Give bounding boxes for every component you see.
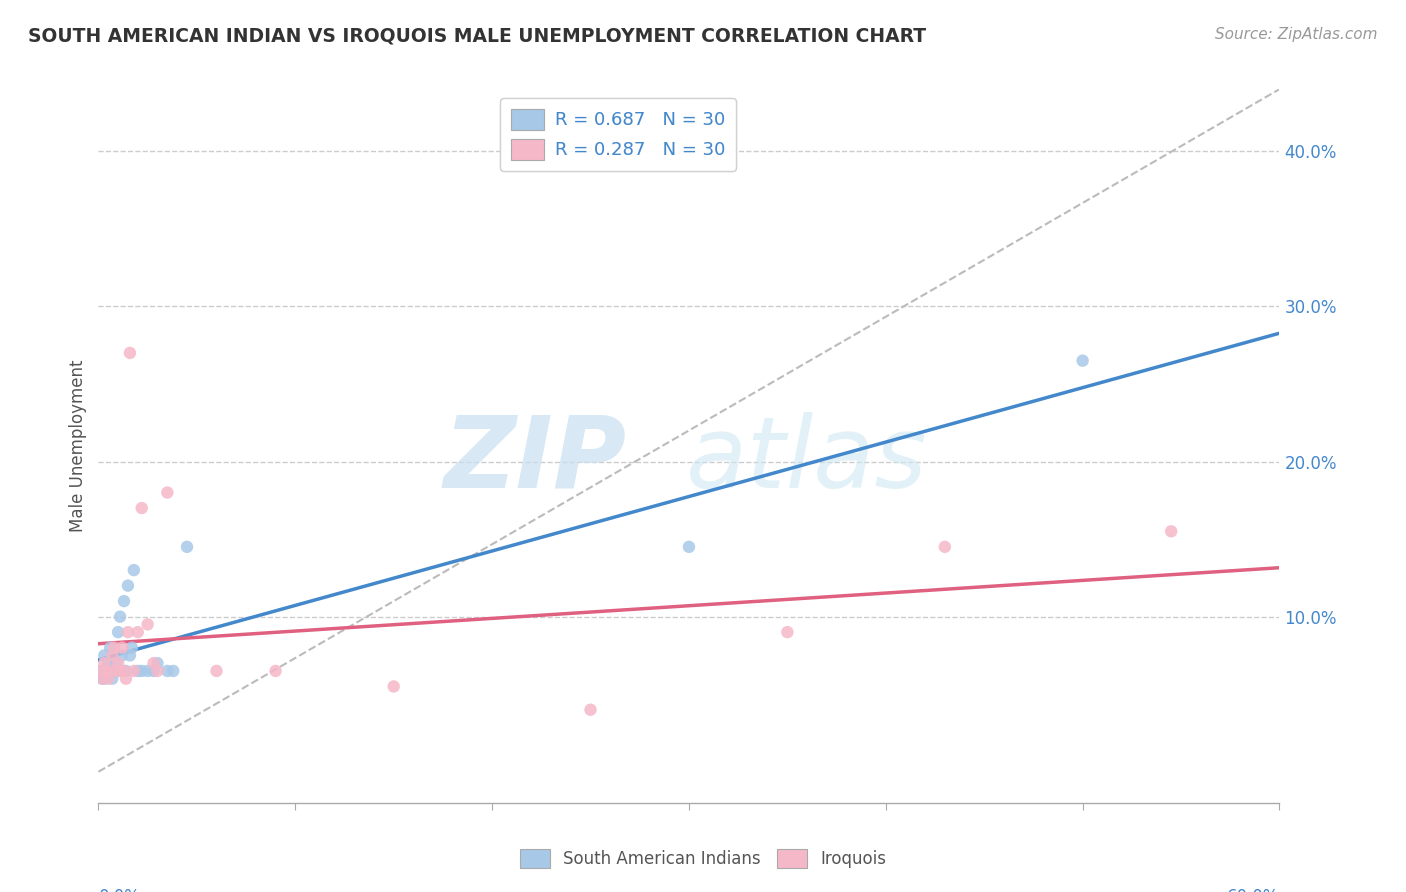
Point	[96, 664, 118, 678]
Point	[107, 664, 129, 678]
Point	[776, 625, 799, 640]
Point	[97, 656, 120, 670]
Text: atlas: atlas	[686, 412, 928, 508]
Point	[91, 672, 114, 686]
Point	[89, 664, 111, 678]
Point	[108, 664, 131, 678]
Point	[111, 640, 134, 655]
Point	[93, 648, 115, 663]
Point	[146, 664, 169, 678]
Point	[934, 540, 956, 554]
Point	[98, 640, 121, 655]
Legend: South American Indians, Iroquois: South American Indians, Iroquois	[513, 842, 893, 875]
Point	[91, 672, 114, 686]
Point	[678, 540, 700, 554]
Point	[117, 579, 139, 593]
Point	[162, 664, 184, 678]
Point	[112, 664, 135, 678]
Point	[131, 501, 153, 516]
Point	[1160, 524, 1182, 539]
Text: 60.0%: 60.0%	[1227, 888, 1279, 892]
Point	[101, 648, 124, 663]
Point	[105, 664, 128, 678]
Point	[93, 656, 115, 670]
Point	[127, 625, 149, 640]
Point	[93, 672, 115, 686]
Point	[122, 563, 145, 577]
Point	[122, 664, 145, 678]
Text: Source: ZipAtlas.com: Source: ZipAtlas.com	[1215, 27, 1378, 42]
Point	[142, 664, 165, 678]
Point	[115, 672, 138, 686]
Point	[89, 664, 111, 678]
Point	[579, 703, 602, 717]
Point	[107, 656, 129, 670]
Y-axis label: Male Unemployment: Male Unemployment	[69, 359, 87, 533]
Point	[98, 664, 121, 678]
Point	[112, 594, 135, 608]
Point	[101, 672, 124, 686]
Point	[117, 625, 139, 640]
Point	[264, 664, 287, 678]
Point	[382, 680, 405, 694]
Point	[121, 640, 143, 655]
Point	[205, 664, 228, 678]
Point	[103, 664, 125, 678]
Point	[142, 656, 165, 670]
Text: SOUTH AMERICAN INDIAN VS IROQUOIS MALE UNEMPLOYMENT CORRELATION CHART: SOUTH AMERICAN INDIAN VS IROQUOIS MALE U…	[28, 27, 927, 45]
Point	[108, 609, 131, 624]
Legend: R = 0.687   N = 30, R = 0.287   N = 30: R = 0.687 N = 30, R = 0.287 N = 30	[501, 98, 735, 170]
Point	[127, 664, 149, 678]
Point	[1071, 353, 1094, 368]
Point	[105, 656, 128, 670]
Point	[156, 664, 179, 678]
Point	[96, 664, 118, 678]
Point	[118, 648, 141, 663]
Point	[103, 640, 125, 655]
Point	[156, 485, 179, 500]
Point	[118, 346, 141, 360]
Point	[136, 664, 159, 678]
Point	[146, 656, 169, 670]
Text: 0.0%: 0.0%	[98, 888, 141, 892]
Point	[115, 664, 138, 678]
Point	[136, 617, 159, 632]
Point	[131, 664, 153, 678]
Point	[97, 672, 120, 686]
Text: ZIP: ZIP	[444, 412, 627, 508]
Point	[107, 625, 129, 640]
Point	[111, 648, 134, 663]
Point	[176, 540, 198, 554]
